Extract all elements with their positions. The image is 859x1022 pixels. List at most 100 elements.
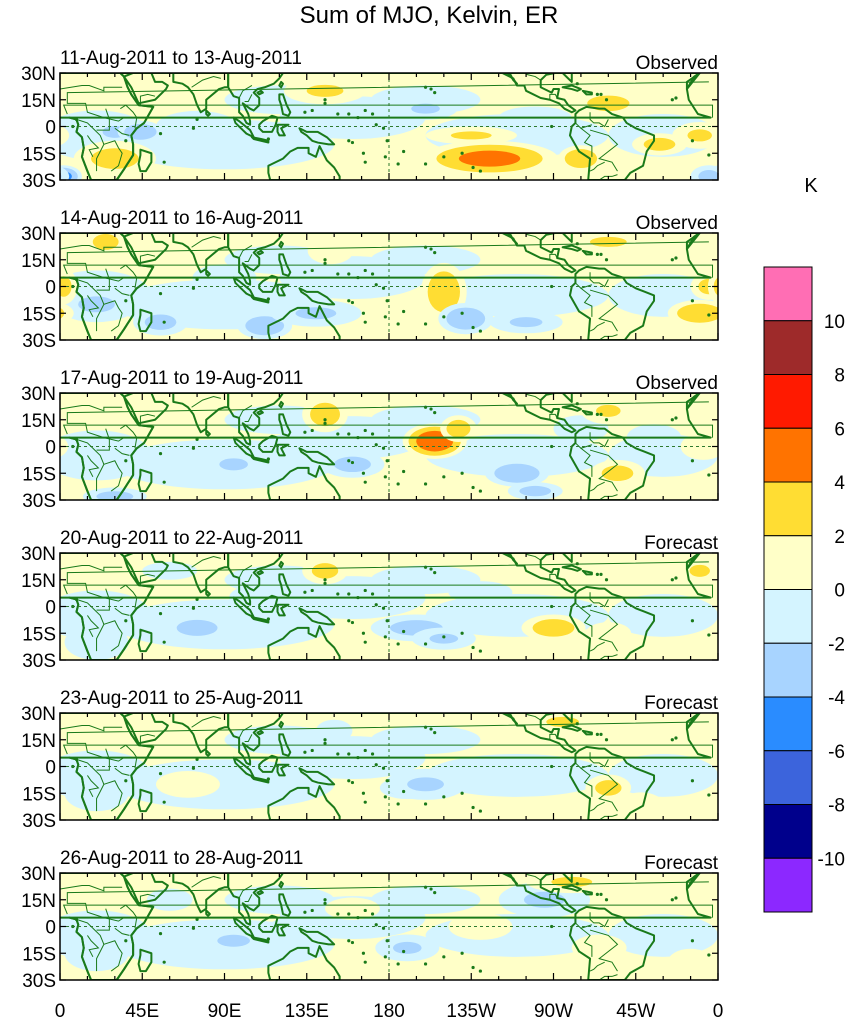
- country-border: [96, 588, 110, 611]
- warm-anomaly-contour: [146, 403, 193, 426]
- island: [350, 620, 355, 625]
- island: [124, 939, 128, 943]
- island: [478, 969, 482, 973]
- island: [575, 242, 579, 246]
- colorbar-swatch: [763, 589, 813, 644]
- cool-anomaly-contour: [411, 103, 440, 114]
- y-tick-label: 15N: [21, 731, 56, 752]
- island: [575, 882, 579, 886]
- island: [374, 283, 378, 287]
- coastline-sulawesi: [276, 123, 290, 137]
- coastline-sri-lanka: [205, 269, 211, 277]
- country-border: [191, 76, 221, 88]
- coastline-australia: [267, 785, 341, 820]
- island: [323, 421, 327, 425]
- island: [363, 960, 367, 964]
- island: [361, 631, 366, 635]
- country-border: [60, 84, 123, 92]
- coastline-arabia: [122, 873, 169, 905]
- island: [310, 588, 314, 593]
- country-border: [114, 607, 130, 616]
- island: [402, 309, 406, 314]
- island: [266, 457, 270, 461]
- country-border: [589, 449, 619, 492]
- coastline-hainan: [256, 249, 264, 256]
- island: [74, 757, 79, 761]
- island: [707, 953, 711, 957]
- country-border: [191, 236, 221, 248]
- coastline-se-asia: [227, 713, 284, 766]
- coastline-hainan: [256, 889, 264, 896]
- coastline-sulawesi: [276, 443, 290, 457]
- country-border: [549, 573, 558, 580]
- country-border: [580, 287, 593, 317]
- island: [370, 272, 375, 276]
- x-tick-label: 0: [713, 1001, 724, 1022]
- country-border: [575, 922, 593, 929]
- cool-anomaly-contour: [144, 314, 177, 330]
- y-tick-label: 30S: [22, 171, 56, 192]
- x-tick-label: 180: [373, 1001, 405, 1022]
- island: [471, 485, 475, 490]
- country-border: [76, 438, 105, 492]
- island: [158, 132, 163, 136]
- country-border: [96, 748, 110, 771]
- country-border: [66, 401, 709, 442]
- coastline-australia: [267, 145, 341, 180]
- island: [433, 731, 437, 735]
- cool-anomaly-contour: [494, 463, 540, 483]
- colorbar: K 10 8 6 4 2 0 -2 -4 -6 -8 -10: [763, 175, 845, 913]
- warm-anomaly-contour: [589, 236, 627, 247]
- country-border: [191, 876, 221, 888]
- island: [690, 939, 695, 943]
- coastline-madagascar: [137, 948, 153, 973]
- country-border: [76, 278, 105, 332]
- island: [471, 325, 475, 330]
- island: [599, 892, 603, 897]
- x-tick-label: 90E: [208, 1001, 242, 1022]
- country-border: [191, 396, 221, 408]
- island: [363, 268, 367, 273]
- island: [460, 311, 464, 315]
- coastline-cuba: [561, 244, 582, 252]
- island: [363, 320, 367, 324]
- island: [670, 898, 674, 902]
- coastline-madagascar: [137, 628, 153, 653]
- colorbar-label: 6: [834, 419, 845, 440]
- country-border: [114, 767, 130, 776]
- island: [599, 868, 602, 871]
- panel-period: 23-Aug-2011 to 25-Aug-2011: [60, 688, 303, 709]
- panel-period: 11-Aug-2011 to 13-Aug-2011: [60, 48, 302, 69]
- panel-period: 17-Aug-2011 to 19-Aug-2011: [60, 368, 303, 389]
- island: [478, 489, 482, 493]
- island: [423, 405, 428, 409]
- cool-anomaly-contour: [466, 762, 531, 789]
- country-border: [589, 321, 605, 332]
- island: [396, 802, 400, 806]
- neutral-anomaly-region: [608, 594, 718, 637]
- coastline-taiwan: [278, 80, 284, 89]
- island: [361, 791, 366, 795]
- panels: 30N 15N 0 15S 30S 11-Aug-2011 to 13-Aug-2011 O…: [21, 48, 719, 992]
- island: [363, 640, 367, 644]
- island: [323, 578, 327, 582]
- island: [402, 149, 406, 154]
- country-border: [87, 615, 100, 638]
- coastline-java: [250, 776, 270, 784]
- panel-status: Forecast: [644, 853, 719, 874]
- island: [347, 619, 351, 623]
- cool-anomaly-contour: [261, 433, 335, 460]
- island: [323, 738, 327, 742]
- country-border: [120, 424, 138, 449]
- island: [599, 732, 603, 737]
- colorbar-swatch: [763, 374, 813, 429]
- island: [162, 640, 166, 644]
- coastline-n-america: [501, 873, 577, 914]
- country-border: [589, 112, 609, 128]
- country-border: [244, 894, 253, 903]
- country-border: [87, 775, 100, 798]
- island: [690, 779, 695, 783]
- coastline-philippines: [278, 573, 292, 597]
- island: [575, 722, 579, 726]
- cool-anomaly-contour: [392, 941, 422, 954]
